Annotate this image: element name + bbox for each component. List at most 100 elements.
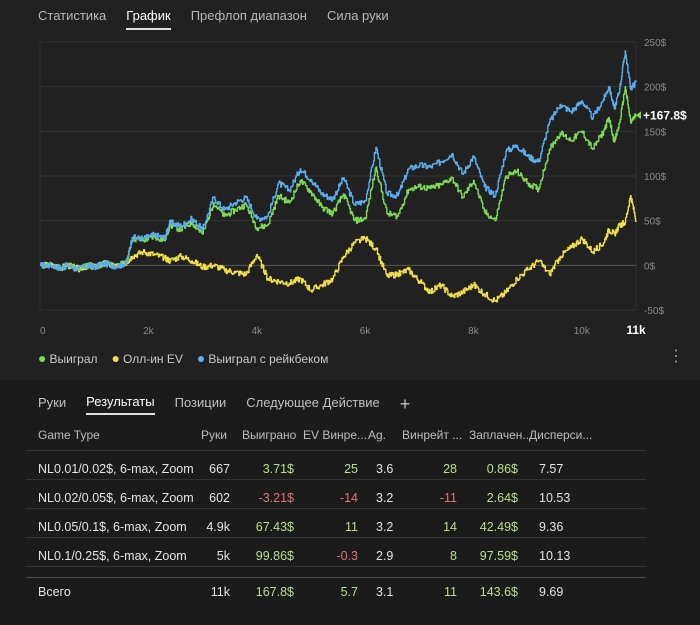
row-divider [26, 450, 646, 451]
tab-results[interactable]: Результаты [86, 394, 155, 415]
cell-hands: 667 [209, 462, 230, 476]
end-value-label: +167.8$ [643, 108, 687, 122]
legend-item-won[interactable]: ● Выиграл [38, 350, 98, 366]
cell-aggression: 3.2 [376, 491, 394, 505]
tab-hand-strength[interactable]: Сила руки [326, 8, 389, 23]
y-tick-label: 100$ [644, 172, 667, 183]
tab-next-action[interactable]: Следующее Действие [246, 395, 380, 410]
results-panel: Руки Результаты Позиции Следующее Действ… [0, 380, 700, 625]
bottom-tabs: Руки Результаты Позиции Следующее Действ… [38, 394, 410, 415]
col-game-type[interactable]: Game Type [38, 428, 100, 442]
cell-hands: 11k [210, 585, 230, 599]
x-axis: 0 2k 4k 6k 8k 10k 11k [40, 323, 646, 337]
legend-label: Выиграл с рейкбеком [208, 352, 329, 366]
cell-won: 67.43$ [255, 520, 294, 534]
more-options-icon[interactable]: ⋮ [668, 348, 684, 365]
y-tick-label: 150$ [644, 127, 667, 138]
chart-legend: ● Выиграл ● Олл-ин EV ● Выиграл с рейкбеком [38, 350, 328, 366]
add-tab-icon[interactable]: + [399, 394, 411, 414]
y-tick-label: 200$ [644, 83, 667, 94]
x-tick-label: 8k [468, 326, 480, 337]
col-won[interactable]: Выиграно [242, 428, 297, 442]
cell-rake-paid: 97.59$ [479, 549, 518, 563]
cell-dispersion: 9.69 [539, 585, 564, 599]
profit-chart: 250$ 200$ 150$ 100$ 50$ 0$ -50$ 0 2k 4k 6k 8k 10k 11… [39, 38, 687, 337]
end-pointer-icon [636, 111, 641, 120]
total-row[interactable]: Всего 11k 167.8$ 5.7 3.1 11 143.6$ 9.69 [0, 585, 700, 613]
cell-aggression: 3.2 [376, 520, 394, 534]
cell-aggression: 3.1 [376, 585, 394, 599]
tab-graph[interactable]: График [126, 8, 171, 30]
cell-won: 99.86$ [255, 549, 294, 563]
cell-hands: 4.9k [206, 520, 230, 534]
col-winrate[interactable]: Винрейт ... [402, 428, 463, 442]
cell-dispersion: 10.13 [539, 549, 571, 563]
table-header: Game Type Руки Выиграно EV Винре... Ag. … [0, 428, 700, 450]
legend-item-won-rakeback[interactable]: ● Выиграл с рейкбеком [197, 350, 328, 366]
cell-game-type: NL0.05/0.1$, 6-max, Zoom [38, 520, 187, 534]
row-divider [26, 566, 646, 567]
cell-rake-paid: 0.86$ [486, 462, 518, 476]
cell-game-type: NL0.01/0.02$, 6-max, Zoom [38, 462, 194, 476]
y-tick-label: -50$ [644, 306, 664, 317]
table-row[interactable]: NL0.1/0.25$, 6-max, Zoom 5k 99.86$ -0.3 2.9 8… [0, 549, 700, 577]
cell-dispersion: 7.57 [539, 462, 564, 476]
cell-game-type: NL0.02/0.05$, 6-max, Zoom [38, 491, 194, 505]
x-tick-label: 2k [143, 326, 155, 337]
tab-hands[interactable]: Руки [38, 395, 67, 410]
x-tick-label: 4k [251, 326, 263, 337]
total-divider [26, 577, 646, 578]
x-tick-label: 0 [40, 326, 46, 337]
cell-winrate: 28 [443, 462, 457, 476]
legend-dot-icon: ● [38, 350, 47, 366]
cell-winrate: 8 [450, 549, 457, 563]
cell-rake-paid: 143.6$ [479, 585, 518, 599]
y-tick-label: 250$ [644, 38, 667, 49]
col-hands[interactable]: Руки [201, 428, 227, 442]
chart-lines [40, 50, 637, 303]
tab-statistics[interactable]: Статистика [38, 8, 107, 23]
legend-label: Олл-ин EV [123, 352, 183, 366]
cell-winrate: 14 [443, 520, 457, 534]
end-marker: +167.8$ [636, 108, 687, 122]
legend-dot-icon: ● [196, 350, 206, 366]
y-tick-label: 50$ [644, 217, 661, 228]
cell-aggression: 2.9 [376, 549, 394, 563]
legend-item-allin-ev[interactable]: ● Олл-ин EV [112, 350, 183, 366]
cell-ev-winrate: 11 [345, 520, 358, 534]
y-axis: 250$ 200$ 150$ 100$ 50$ 0$ -50$ [644, 38, 667, 317]
col-rake-paid[interactable]: Заплачен... [469, 428, 533, 442]
cell-rake-paid: 2.64$ [486, 491, 518, 505]
cell-won: 167.8$ [255, 585, 294, 599]
table-row[interactable]: NL0.05/0.1$, 6-max, Zoom 4.9k 67.43$ 11 3.2 1… [0, 520, 700, 548]
cell-hands: 5k [216, 549, 230, 563]
cell-aggression: 3.6 [376, 462, 394, 476]
series-line-2 [40, 50, 637, 272]
series-line-0 [40, 86, 637, 272]
cell-ev-winrate: -14 [339, 491, 358, 505]
legend-label: Выиграл [49, 352, 98, 366]
col-dispersion[interactable]: Дисперси... [529, 428, 593, 442]
cell-ev-winrate: -0.3 [336, 549, 358, 563]
cell-winrate: 11 [444, 585, 457, 599]
tab-preflop-range[interactable]: Префлоп диапазон [190, 8, 307, 23]
tab-positions[interactable]: Позиции [174, 395, 227, 410]
chart-grid [39, 41, 637, 311]
cell-dispersion: 10.53 [539, 491, 571, 505]
table-row[interactable]: NL0.01/0.02$, 6-max, Zoom 667 3.71$ 25 3.6 28… [0, 462, 700, 490]
y-tick-label: 0$ [644, 261, 656, 272]
cell-ev-winrate: 25 [344, 462, 358, 476]
col-aggression[interactable]: Ag. [368, 428, 387, 442]
cell-won: 3.71$ [262, 462, 294, 476]
row-divider [26, 508, 646, 509]
cell-rake-paid: 42.49$ [479, 520, 518, 534]
col-ev-winrate[interactable]: EV Винре... [303, 428, 368, 442]
x-tick-label: 6k [360, 326, 372, 337]
cell-ev-winrate: 5.7 [340, 585, 358, 599]
graph-panel: Статистика График Префлоп диапазон Сила … [38, 8, 688, 366]
table-row[interactable]: NL0.02/0.05$, 6-max, Zoom 602 -3.21$ -14 3.2… [0, 491, 700, 519]
cell-winrate: -11 [439, 491, 457, 505]
cell-hands: 602 [209, 491, 230, 505]
row-divider [26, 479, 646, 480]
cell-game-type: Всего [38, 585, 71, 599]
